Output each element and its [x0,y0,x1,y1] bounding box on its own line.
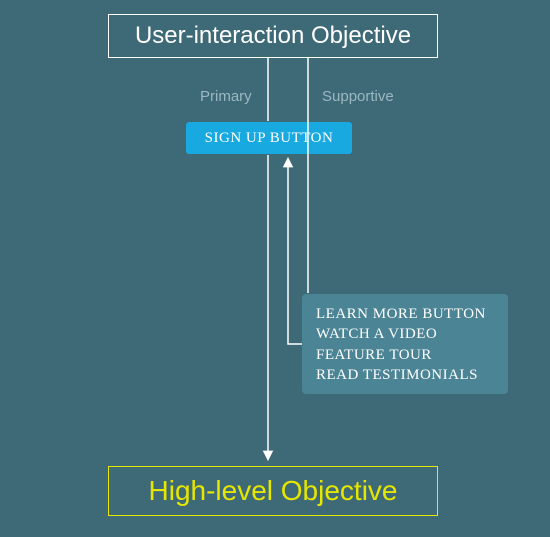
diagram-edges [0,0,550,537]
